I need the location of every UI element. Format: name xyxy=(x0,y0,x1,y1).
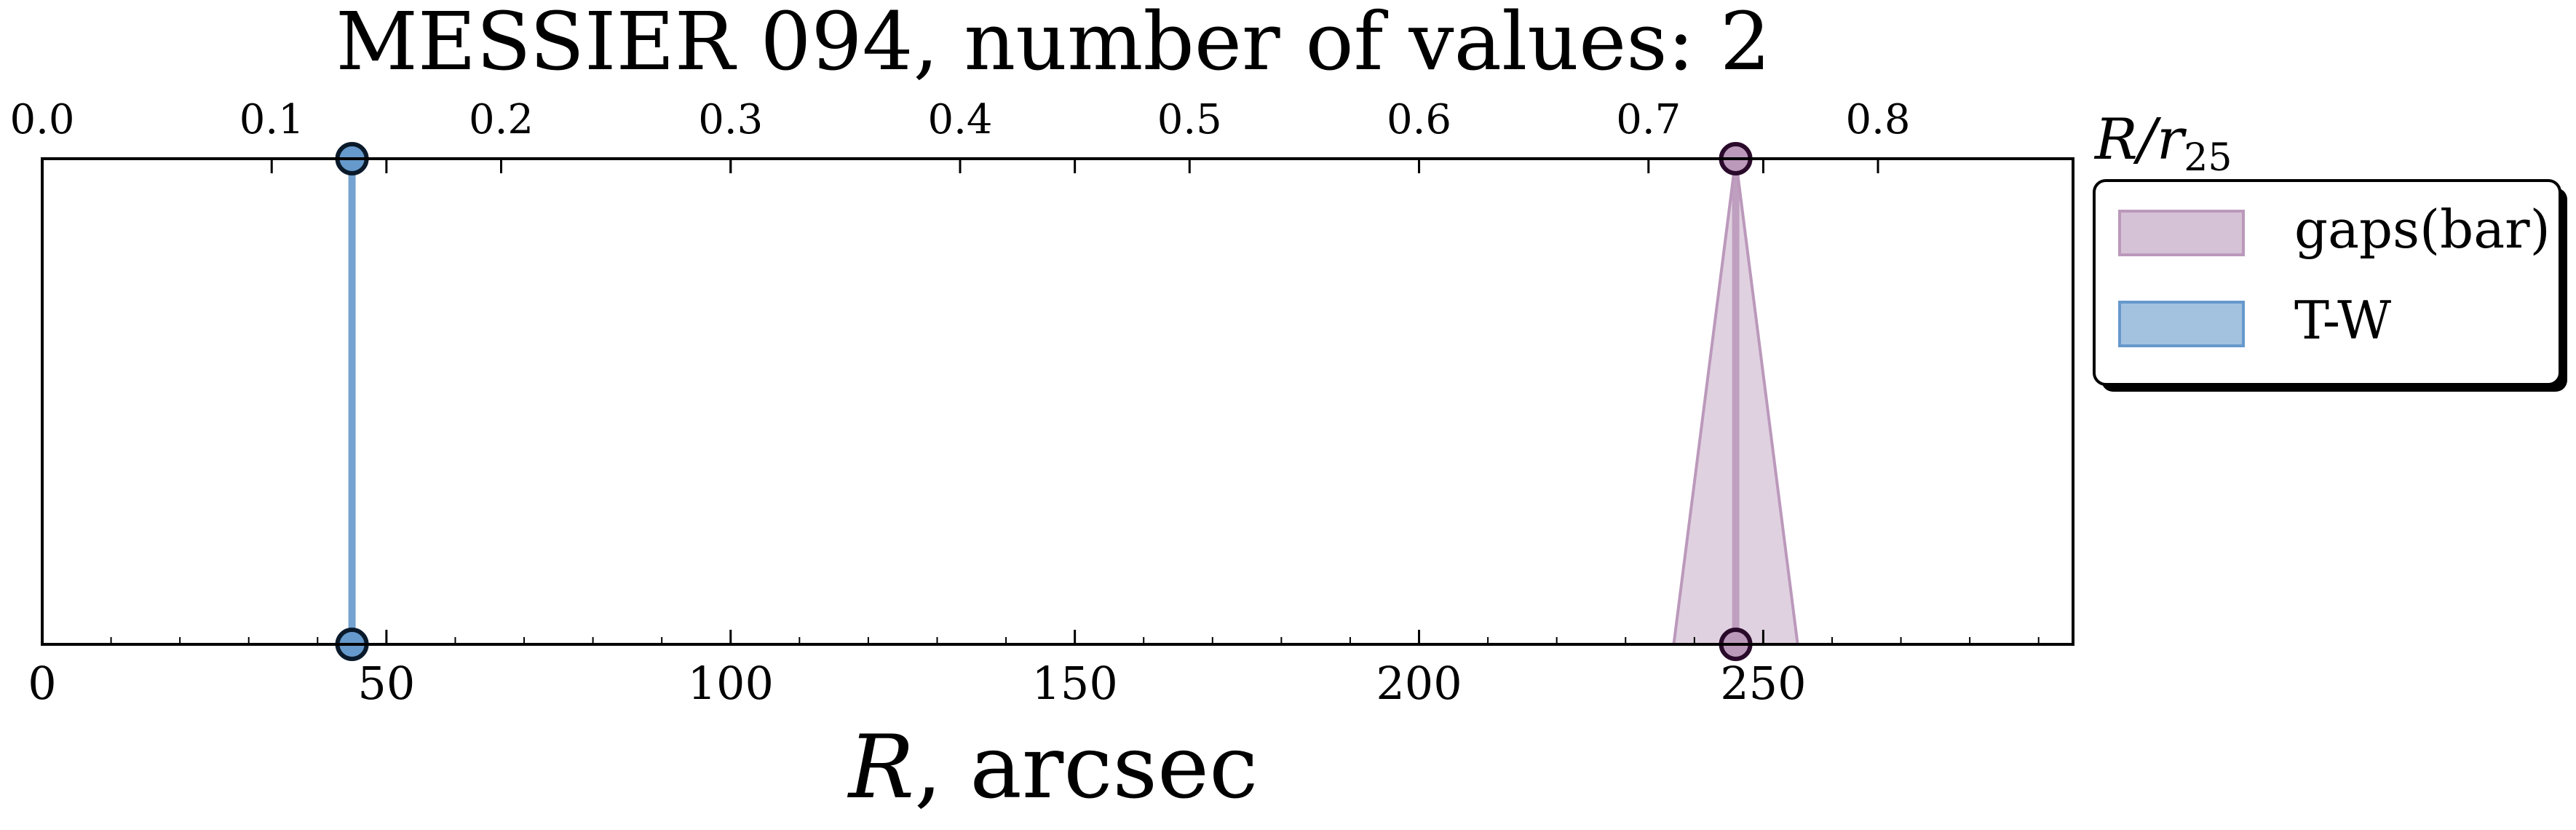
top-tick-label: 0.4 xyxy=(927,96,992,143)
plot-frame xyxy=(41,157,2074,646)
x-axis-ticks: 0 50 100 150 200 250 xyxy=(28,159,2040,710)
top-tick-label: 0.7 xyxy=(1616,96,1681,143)
x-tick-label: 100 xyxy=(688,657,774,710)
top-tick-label: 0.6 xyxy=(1387,96,1451,143)
x-axis-label-symbol: R xyxy=(847,717,914,818)
x-axis-label: R, arcsec xyxy=(847,717,1259,818)
top-tick-label: 0.5 xyxy=(1157,96,1222,143)
plot-marks xyxy=(335,142,1799,661)
x-tick-label: 250 xyxy=(1720,657,1806,710)
x-axis-label-unit: , arcsec xyxy=(914,717,1258,818)
legend-swatch xyxy=(2118,210,2245,256)
x-tick-label: 0 xyxy=(28,657,56,710)
top-tick-label: 0.2 xyxy=(469,96,534,143)
top-axis-ticks: 0.0 0.1 0.2 0.3 0.4 0.5 0.6 0.7 0.8 xyxy=(9,96,1911,173)
x-tick-label: 200 xyxy=(1376,657,1462,710)
legend-label: gaps(bar) xyxy=(2294,199,2551,260)
top-axis-label: R/r25 xyxy=(2093,107,2232,180)
x-tick-label: 150 xyxy=(1031,657,1117,710)
legend-swatch xyxy=(2118,301,2245,347)
top-tick-label: 0.3 xyxy=(698,96,763,143)
top-axis-label-sub: 25 xyxy=(2184,136,2232,180)
top-tick-label: 0.0 xyxy=(9,96,74,143)
legend-label: T-W xyxy=(2294,290,2391,351)
top-tick-label: 0.8 xyxy=(1846,96,1911,143)
chart-title: MESSIER 094, number of values: 2 xyxy=(336,0,1770,88)
x-tick-label: 50 xyxy=(357,657,415,710)
top-tick-label: 0.1 xyxy=(239,96,304,143)
top-axis-label-main: R/r xyxy=(2093,107,2187,173)
legend: gaps(bar) T-W xyxy=(2093,179,2567,392)
